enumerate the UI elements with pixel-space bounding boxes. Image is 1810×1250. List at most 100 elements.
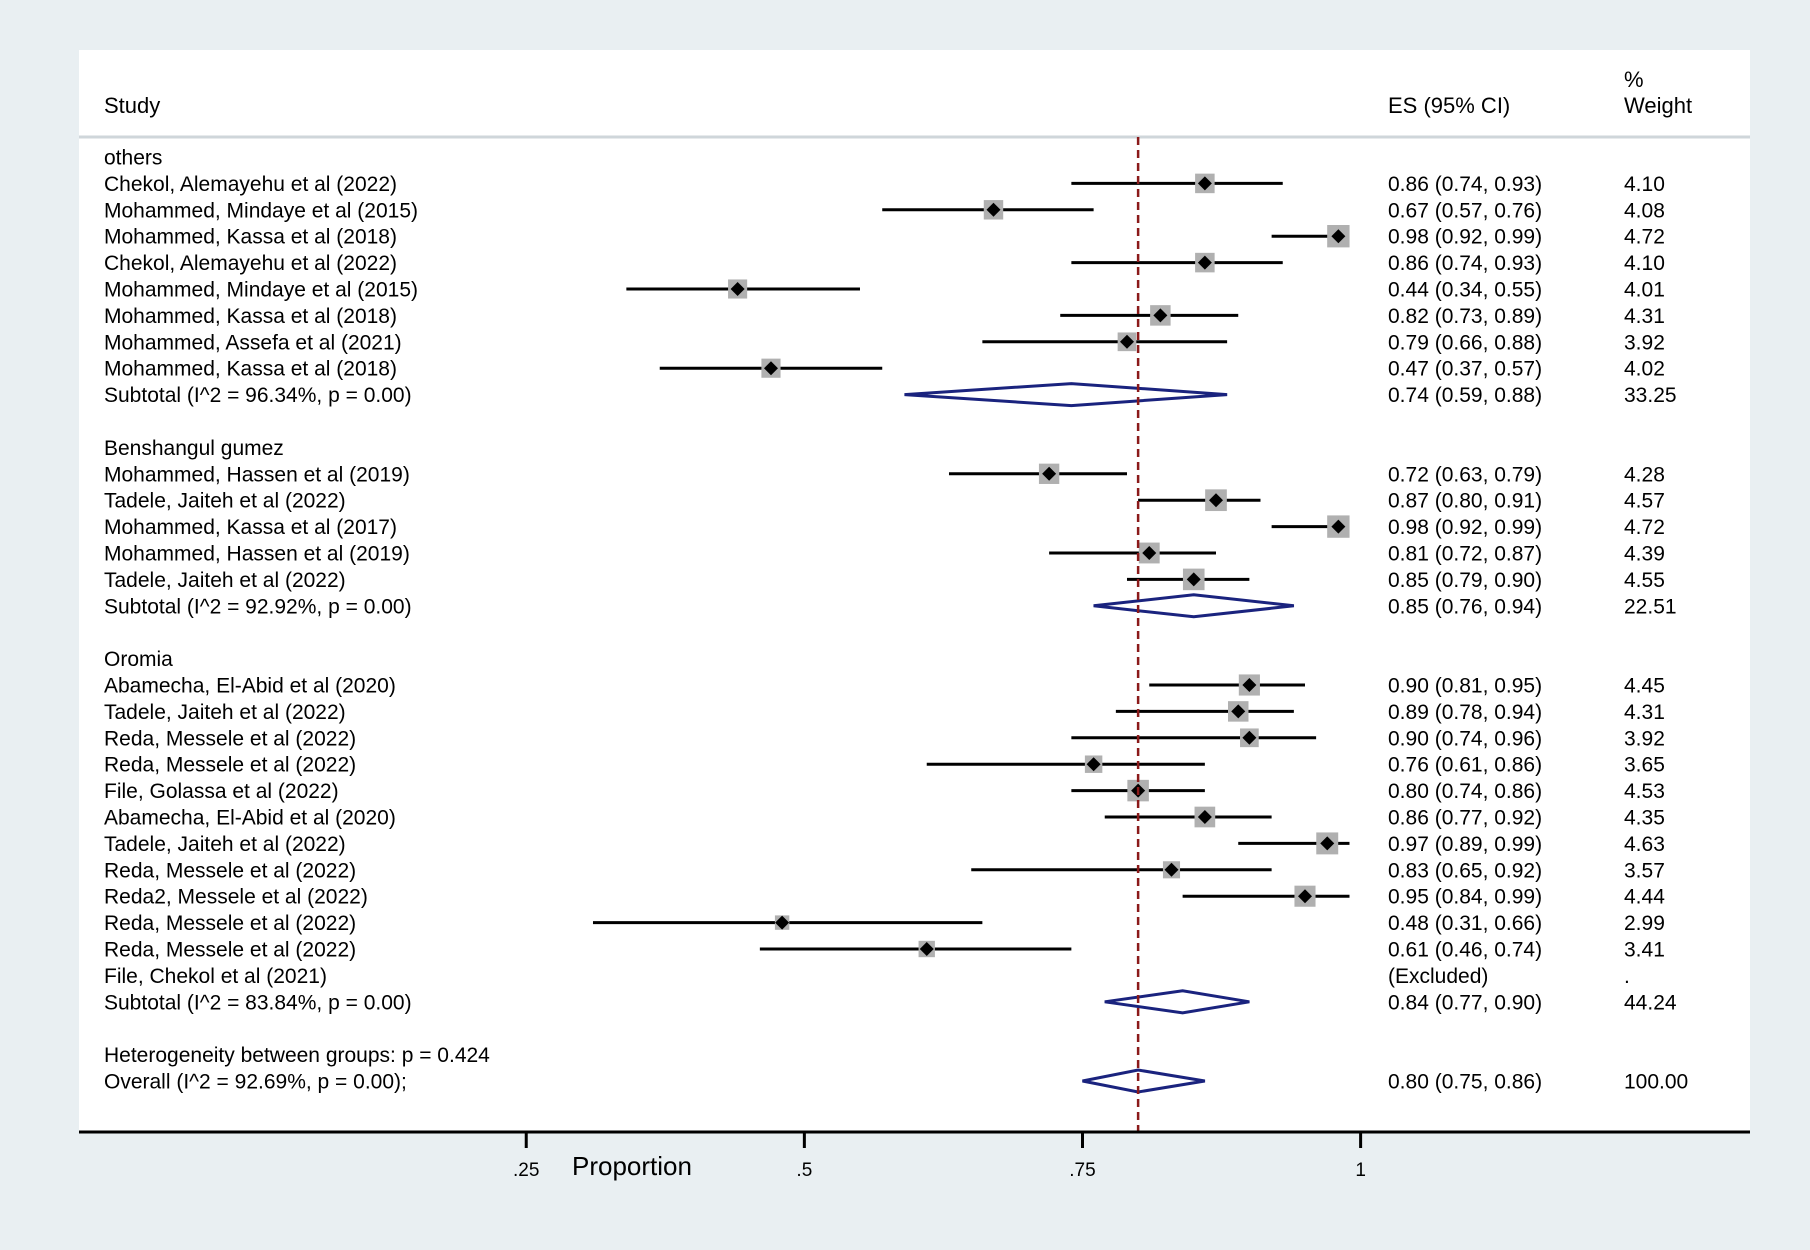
study-label: Mohammed, Mindaye et al (2015) bbox=[104, 279, 418, 302]
study-es-ci: 0.76 (0.61, 0.86) bbox=[1388, 754, 1542, 777]
subtotal-weight: 44.24 bbox=[1624, 991, 1677, 1014]
study-label: Abamecha, El-Abid et al (2020) bbox=[104, 675, 396, 698]
study-es-ci: 0.86 (0.74, 0.93) bbox=[1388, 173, 1542, 196]
study-weight: 3.65 bbox=[1624, 754, 1665, 777]
header-weight: Weight bbox=[1624, 93, 1692, 118]
study-es-ci: 0.85 (0.79, 0.90) bbox=[1388, 569, 1542, 592]
study-weight: 4.08 bbox=[1624, 199, 1665, 222]
study-weight: 4.72 bbox=[1624, 516, 1665, 539]
point-estimate bbox=[1231, 704, 1246, 719]
study-label: Tadele, Jaiteh et al (2022) bbox=[104, 569, 346, 592]
x-tick-label: 1 bbox=[1355, 1160, 1366, 1181]
point-estimate bbox=[1197, 176, 1212, 191]
study-label: Reda, Messele et al (2022) bbox=[104, 727, 356, 750]
study-es-ci: 0.83 (0.65, 0.92) bbox=[1388, 859, 1542, 882]
group-name: Oromia bbox=[104, 648, 173, 671]
study-es-ci: 0.81 (0.72, 0.87) bbox=[1388, 543, 1542, 566]
study-es-ci: 0.47 (0.37, 0.57) bbox=[1388, 358, 1542, 381]
subtotal-weight: 33.25 bbox=[1624, 384, 1677, 407]
subtotal-label: Subtotal (I^2 = 92.92%, p = 0.00) bbox=[104, 595, 412, 618]
study-es-ci: 0.86 (0.74, 0.93) bbox=[1388, 252, 1542, 275]
subtotal-es-ci: 0.84 (0.77, 0.90) bbox=[1388, 991, 1542, 1014]
study-weight: 2.99 bbox=[1624, 912, 1665, 935]
study-weight: 4.02 bbox=[1624, 358, 1665, 381]
study-es-ci: 0.48 (0.31, 0.66) bbox=[1388, 912, 1542, 935]
point-estimate bbox=[1042, 466, 1057, 481]
subtotal-diamond bbox=[904, 382, 1228, 408]
point-estimate bbox=[1320, 836, 1335, 851]
study-label: Mohammed, Mindaye et al (2015) bbox=[104, 199, 418, 222]
overall-weight: 100.00 bbox=[1624, 1071, 1688, 1094]
point-estimate bbox=[1164, 862, 1179, 877]
study-label: Tadele, Jaiteh et al (2022) bbox=[104, 701, 346, 724]
subtotal-diamond bbox=[1093, 593, 1295, 619]
point-estimate bbox=[1242, 678, 1257, 692]
point-estimate bbox=[1197, 810, 1212, 824]
study-weight: . bbox=[1624, 965, 1630, 988]
heterogeneity-text: Heterogeneity between groups: p = 0.424 bbox=[104, 1044, 490, 1067]
study-weight: 3.92 bbox=[1624, 331, 1665, 354]
study-es-ci: 0.79 (0.66, 0.88) bbox=[1388, 331, 1542, 354]
study-label: Reda, Messele et al (2022) bbox=[104, 912, 356, 935]
study-label: Reda, Messele et al (2022) bbox=[104, 859, 356, 882]
study-es-ci: 0.80 (0.74, 0.86) bbox=[1388, 780, 1542, 803]
x-axis-label: Proportion bbox=[572, 1151, 692, 1181]
study-weight: 4.63 bbox=[1624, 833, 1665, 856]
study-label: Mohammed, Hassen et al (2019) bbox=[104, 463, 410, 486]
study-label: Reda2, Messele et al (2022) bbox=[104, 886, 368, 909]
subtotal-label: Subtotal (I^2 = 96.34%, p = 0.00) bbox=[104, 384, 412, 407]
header-es-ci: ES (95% CI) bbox=[1388, 93, 1510, 118]
study-label: Tadele, Jaiteh et al (2022) bbox=[104, 833, 346, 856]
study-weight: 4.57 bbox=[1624, 490, 1665, 513]
study-es-ci: 0.86 (0.77, 0.92) bbox=[1388, 807, 1542, 830]
point-estimate bbox=[1331, 229, 1346, 244]
subtotal-label: Subtotal (I^2 = 83.84%, p = 0.00) bbox=[104, 991, 412, 1014]
study-weight: 4.44 bbox=[1624, 886, 1665, 909]
study-rows: others Chekol, Alemayehu et al (2022) 0.86… bbox=[104, 147, 1688, 1094]
study-label: File, Chekol et al (2021) bbox=[104, 965, 327, 988]
point-estimate bbox=[1331, 519, 1346, 534]
study-weight: 4.53 bbox=[1624, 780, 1665, 803]
study-es-ci: 0.89 (0.78, 0.94) bbox=[1388, 701, 1542, 724]
point-estimate bbox=[1086, 757, 1101, 772]
point-estimate bbox=[919, 942, 934, 956]
subtotal-diamond bbox=[1104, 989, 1250, 1015]
study-es-ci: 0.67 (0.57, 0.76) bbox=[1388, 199, 1542, 222]
point-estimate bbox=[1197, 255, 1212, 270]
x-tick-label: .75 bbox=[1069, 1160, 1095, 1181]
study-es-ci: 0.87 (0.80, 0.91) bbox=[1388, 490, 1542, 513]
study-weight: 4.55 bbox=[1624, 569, 1665, 592]
point-estimate bbox=[1142, 546, 1157, 560]
study-label: Abamecha, El-Abid et al (2020) bbox=[104, 807, 396, 830]
study-es-ci: 0.95 (0.84, 0.99) bbox=[1388, 886, 1542, 909]
study-es-ci: 0.90 (0.81, 0.95) bbox=[1388, 675, 1542, 698]
study-weight: 4.31 bbox=[1624, 701, 1665, 724]
study-label: Mohammed, Hassen et al (2019) bbox=[104, 543, 410, 566]
study-weight: 4.10 bbox=[1624, 173, 1665, 196]
x-tick-label: .5 bbox=[796, 1160, 812, 1181]
study-label: Mohammed, Kassa et al (2018) bbox=[104, 305, 397, 328]
study-label: Mohammed, Assefa et al (2021) bbox=[104, 331, 402, 354]
study-es-ci: 0.61 (0.46, 0.74) bbox=[1388, 939, 1542, 962]
plot-panel bbox=[79, 50, 1750, 1132]
study-es-ci: 0.90 (0.74, 0.96) bbox=[1388, 727, 1542, 750]
point-estimate bbox=[986, 202, 1001, 217]
point-estimate bbox=[1153, 308, 1168, 323]
study-es-ci: 0.98 (0.92, 0.99) bbox=[1388, 516, 1542, 539]
study-weight: 3.92 bbox=[1624, 727, 1665, 750]
study-label: Mohammed, Kassa et al (2018) bbox=[104, 226, 397, 249]
subtotal-es-ci: 0.74 (0.59, 0.88) bbox=[1388, 384, 1542, 407]
overall-diamond bbox=[1082, 1068, 1206, 1094]
subtotal-es-ci: 0.85 (0.76, 0.94) bbox=[1388, 595, 1542, 618]
point-estimate bbox=[775, 915, 790, 930]
group-name: Benshangul gumez bbox=[104, 437, 284, 460]
study-label: Mohammed, Kassa et al (2017) bbox=[104, 516, 397, 539]
study-es-ci: 0.98 (0.92, 0.99) bbox=[1388, 226, 1542, 249]
study-weight: 4.35 bbox=[1624, 807, 1665, 830]
study-es-ci: 0.82 (0.73, 0.89) bbox=[1388, 305, 1542, 328]
study-weight: 4.10 bbox=[1624, 252, 1665, 275]
point-estimate bbox=[763, 361, 778, 376]
study-es-ci: 0.97 (0.89, 0.99) bbox=[1388, 833, 1542, 856]
